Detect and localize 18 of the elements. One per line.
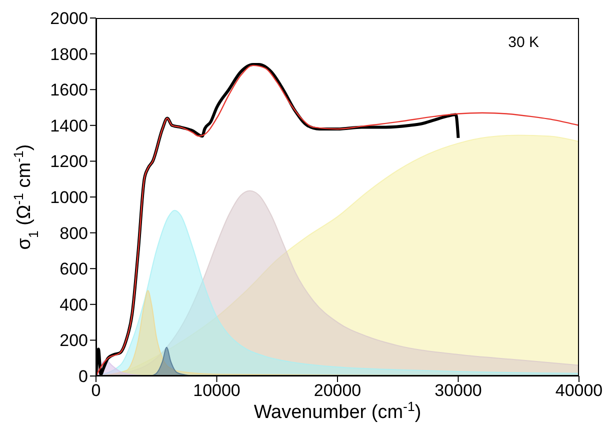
x-tick-label: 20000 (314, 381, 362, 400)
y-tick-label: 0 (78, 367, 88, 386)
x-tick-label: 10000 (193, 381, 240, 400)
x-tick-label: 40000 (555, 381, 603, 400)
x-axis-title: Wavenumber (cm$^{-1}$) (254, 398, 422, 423)
y-tick-label: 600 (60, 260, 88, 279)
y-tick-label: 1400 (50, 116, 88, 136)
y-tick-label: 1200 (50, 152, 88, 172)
y-tick-label: 400 (60, 295, 88, 314)
x-tick-label: 30000 (434, 381, 482, 400)
y-tick-label: 200 (60, 331, 88, 350)
y-tick-label: 1800 (50, 44, 88, 64)
y-tick-label: 1600 (50, 80, 88, 100)
x-tick-label: 0 (91, 381, 101, 400)
annotation: 30 K (508, 34, 539, 51)
y-tick-label: 2000 (50, 9, 88, 28)
y-tick-label: 1000 (50, 188, 88, 208)
y-tick-label: 800 (60, 224, 88, 243)
